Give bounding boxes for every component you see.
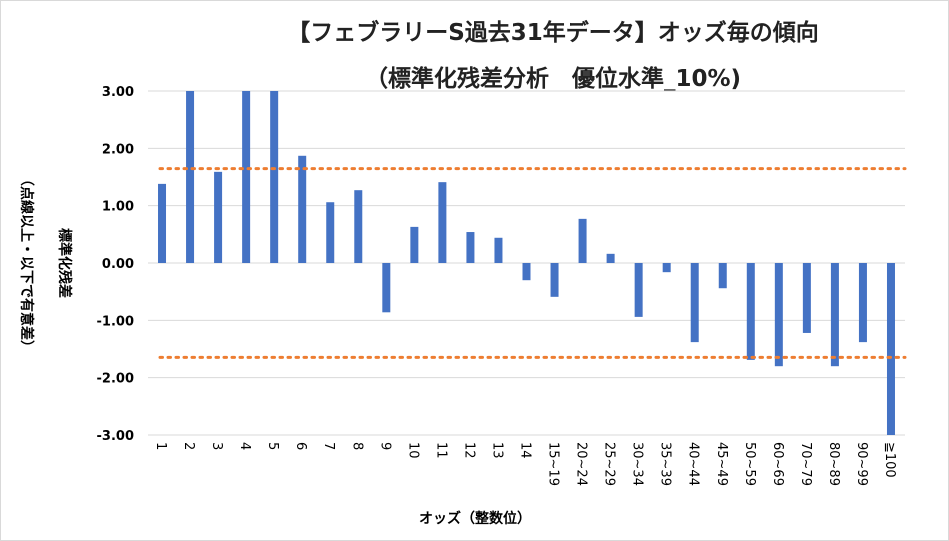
- bar-9: [382, 263, 391, 313]
- bar-≧100: [886, 263, 895, 435]
- x-tick-label: 4: [237, 442, 252, 450]
- bar-20~24: [578, 218, 587, 263]
- bar-30~34: [634, 263, 643, 317]
- bar-3: [214, 171, 223, 263]
- x-tick-label: ≧100: [882, 442, 897, 478]
- x-tick-label: 3: [209, 442, 224, 450]
- x-tick-label: 5: [265, 442, 280, 450]
- bar-50~59: [746, 263, 755, 360]
- bar-80~89: [830, 263, 839, 367]
- y-tick-label: -2.00: [97, 372, 134, 387]
- x-tick-label: 8: [349, 442, 364, 450]
- x-tick-label: 70~79: [798, 442, 813, 486]
- bar-1: [158, 183, 167, 263]
- y-tick-label: -3.00: [97, 429, 134, 444]
- x-tick-label: 14: [518, 442, 533, 459]
- bar-10: [410, 226, 419, 263]
- x-tick-label: 2: [181, 442, 196, 450]
- x-tick-label: 11: [433, 442, 448, 459]
- bar-6: [298, 155, 307, 263]
- x-axis-label: オッズ（整数位）: [419, 510, 531, 527]
- x-tick-label: 1: [153, 442, 168, 450]
- x-tick-label: 15~19: [546, 442, 561, 486]
- bar-14: [522, 263, 531, 281]
- x-tick-label: 20~24: [574, 442, 589, 486]
- x-tick-label: 35~39: [658, 442, 673, 486]
- y-axis-note: （点線以上・以下で有意差）: [18, 172, 35, 354]
- x-tick-label: 30~34: [630, 442, 645, 486]
- x-tick-label: 9: [377, 442, 392, 450]
- x-tick-label: 25~29: [602, 442, 617, 486]
- bar-7: [326, 202, 335, 263]
- bar-35~39: [662, 263, 671, 273]
- chart-title: 【フェブラリーS過去31年データ】オッズ毎の傾向: [287, 19, 819, 46]
- x-tick-label: 50~59: [742, 442, 757, 486]
- y-tick-label: 2.00: [102, 142, 134, 157]
- y-tick-label: -1.00: [97, 314, 134, 329]
- bar-2: [186, 91, 195, 263]
- bar-5: [270, 91, 279, 263]
- bar-8: [354, 190, 363, 263]
- x-tick-label: 90~99: [854, 442, 869, 486]
- bar-4: [242, 91, 251, 263]
- chart-subtitle: （標準化残差分析 優位水準_10%): [365, 65, 741, 92]
- x-tick-label: 10: [405, 442, 420, 459]
- bar-13: [494, 237, 503, 263]
- bar-15~19: [550, 263, 559, 297]
- x-tick-label: 12: [461, 442, 476, 459]
- y-tick-label: 1.00: [102, 200, 134, 215]
- bar-11: [438, 182, 447, 263]
- x-tick-label: 60~69: [770, 442, 785, 486]
- bar-70~79: [802, 263, 811, 333]
- bar-40~44: [690, 263, 699, 343]
- y-tick-label: 0.00: [102, 257, 134, 272]
- x-tick-label: 80~89: [826, 442, 841, 486]
- x-tick-label: 13: [489, 442, 504, 459]
- x-tick-label: 45~49: [714, 442, 729, 486]
- x-tick-label: 6: [293, 442, 308, 450]
- bar-12: [466, 232, 475, 263]
- bar-45~49: [718, 263, 727, 289]
- x-tick-label: 40~44: [686, 442, 701, 486]
- x-tick-label: 7: [321, 442, 336, 450]
- bar-60~69: [774, 263, 783, 367]
- y-tick-label: 3.00: [102, 85, 134, 100]
- y-axis-label: 標準化残差: [56, 228, 73, 298]
- bar-25~29: [606, 253, 615, 263]
- bar-90~99: [858, 263, 867, 343]
